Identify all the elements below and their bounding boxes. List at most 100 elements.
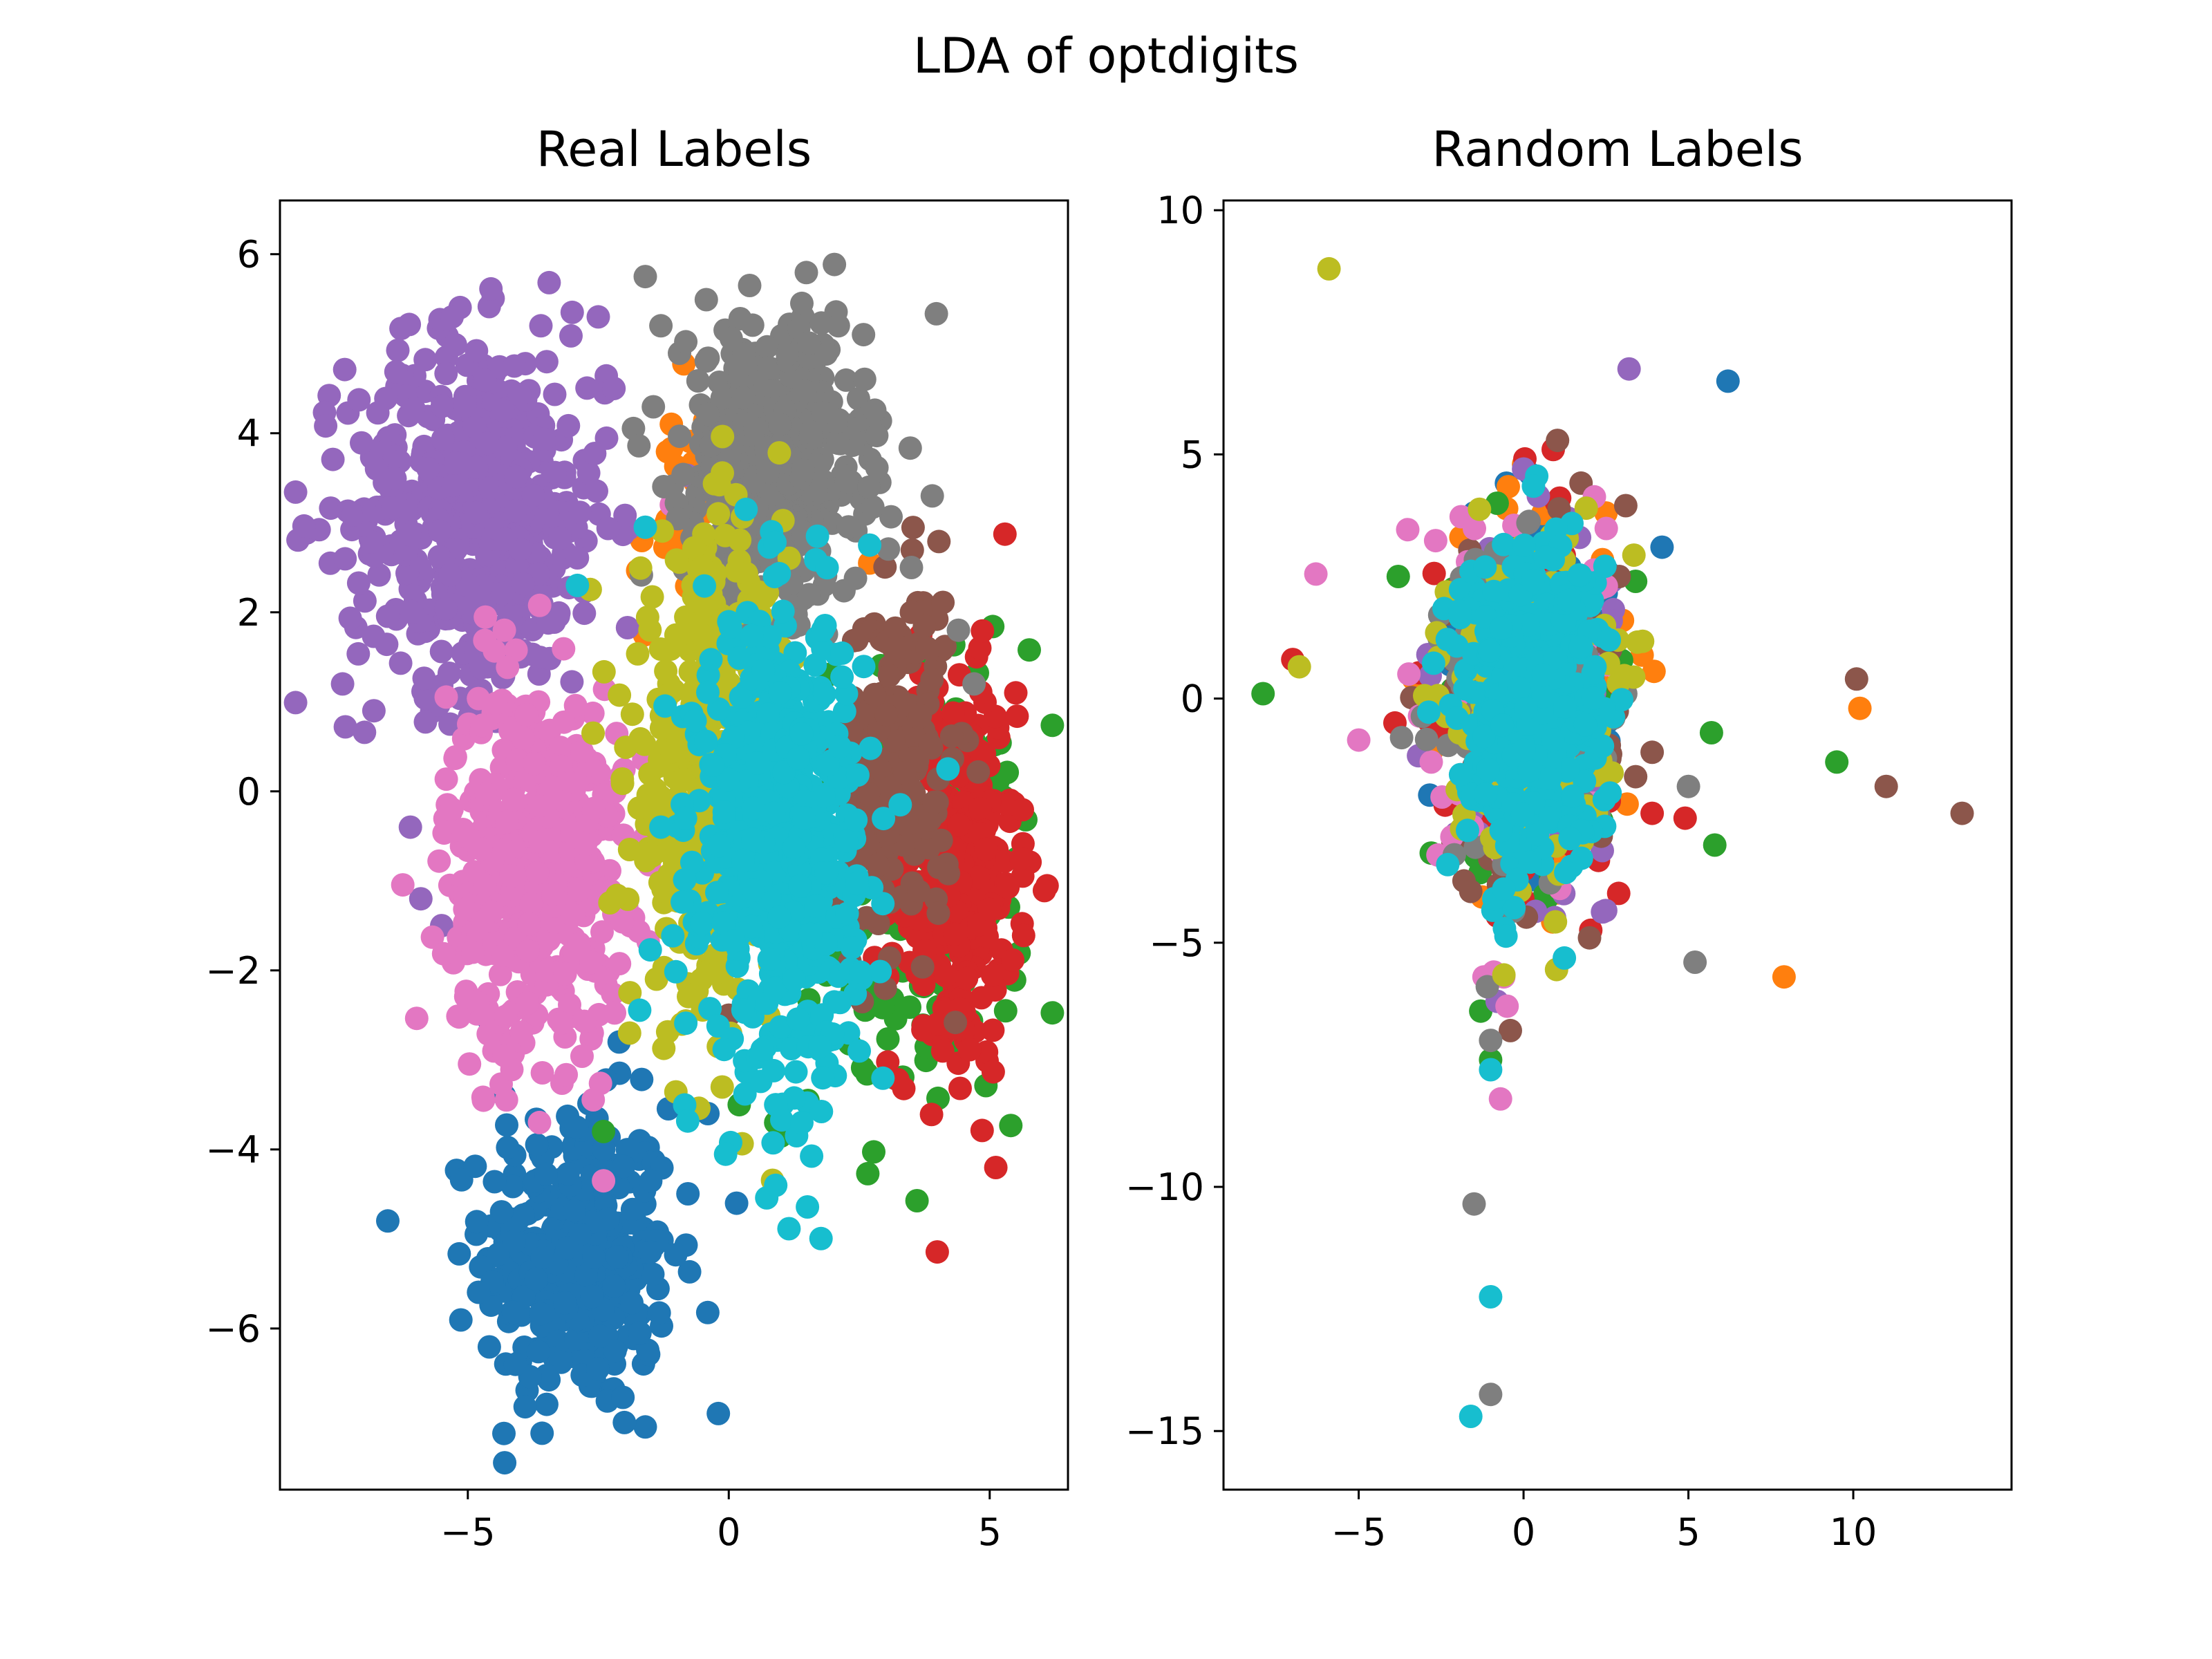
data-point <box>633 265 657 289</box>
data-point <box>601 982 625 1006</box>
data-point <box>494 1004 518 1029</box>
data-point <box>521 483 545 507</box>
data-point <box>420 925 444 949</box>
data-point <box>1011 798 1034 822</box>
data-point <box>350 431 373 455</box>
data-point <box>588 1324 612 1348</box>
data-point <box>758 625 782 649</box>
data-point <box>722 929 746 953</box>
data-point <box>503 1352 527 1376</box>
data-point <box>465 339 489 363</box>
data-point <box>402 397 426 421</box>
data-point <box>592 1169 616 1193</box>
data-point <box>469 655 494 679</box>
data-point <box>937 861 960 885</box>
data-point <box>852 655 876 679</box>
data-point <box>630 1067 654 1091</box>
data-point <box>999 1114 1023 1138</box>
data-point <box>696 346 720 371</box>
data-point <box>1463 516 1486 541</box>
data-point <box>764 1093 788 1117</box>
data-point <box>590 920 614 944</box>
data-point <box>400 601 424 625</box>
data-point <box>762 801 786 825</box>
data-point <box>400 498 424 522</box>
data-point <box>761 1131 785 1155</box>
data-point <box>849 960 872 984</box>
data-point <box>615 616 639 639</box>
data-point <box>376 1209 400 1233</box>
data-point <box>767 905 791 929</box>
data-point <box>791 458 815 482</box>
data-point <box>918 807 942 832</box>
data-point <box>1593 899 1618 923</box>
data-point <box>980 963 1004 987</box>
data-point <box>447 1005 471 1029</box>
data-point <box>892 1076 916 1100</box>
series-6 <box>391 493 684 1193</box>
data-point <box>750 1038 774 1062</box>
data-point <box>620 1197 644 1221</box>
data-point <box>727 646 751 670</box>
data-point <box>707 834 731 858</box>
data-point <box>431 941 456 966</box>
data-point <box>955 966 979 991</box>
data-point <box>461 940 485 964</box>
data-point <box>596 516 620 541</box>
data-point <box>487 1242 511 1266</box>
data-point <box>742 878 765 902</box>
data-point <box>671 462 695 487</box>
data-point <box>437 662 461 685</box>
data-point <box>581 1088 606 1112</box>
data-point <box>873 555 897 579</box>
data-point <box>712 1038 736 1062</box>
y-tick-label: −6 <box>205 1307 261 1351</box>
data-point <box>491 398 515 422</box>
data-point <box>845 872 869 896</box>
data-point <box>764 1173 788 1197</box>
data-point <box>674 1011 698 1035</box>
data-point <box>939 724 964 748</box>
data-point <box>768 413 791 437</box>
data-point <box>792 806 816 830</box>
data-point <box>803 653 827 677</box>
y-tick-label: 0 <box>237 770 261 814</box>
data-point <box>413 710 438 734</box>
data-point <box>898 995 921 1019</box>
data-point <box>800 1144 824 1168</box>
data-point <box>527 794 552 818</box>
data-point <box>933 635 957 659</box>
data-point <box>567 879 591 902</box>
data-point <box>541 882 565 906</box>
data-point <box>397 312 422 337</box>
data-point <box>946 618 971 642</box>
data-point <box>620 702 644 727</box>
data-point <box>580 1284 604 1309</box>
data-point <box>690 911 714 935</box>
data-point <box>613 503 637 527</box>
data-point <box>789 722 814 746</box>
data-point <box>552 710 576 734</box>
axes-frame-real-labels <box>279 199 1069 1491</box>
data-point <box>751 658 776 682</box>
data-point <box>530 1421 554 1445</box>
data-point <box>534 350 559 374</box>
data-point <box>834 368 858 392</box>
data-point <box>731 998 755 1022</box>
data-point <box>922 790 946 814</box>
data-point <box>429 639 453 664</box>
data-point <box>947 813 971 837</box>
data-point <box>763 977 787 1001</box>
data-point <box>912 973 936 997</box>
data-point <box>974 837 998 861</box>
data-point <box>592 1119 616 1143</box>
data-point <box>1606 881 1631 906</box>
data-point <box>920 668 944 692</box>
data-point <box>705 881 729 905</box>
data-point <box>513 1395 537 1419</box>
data-point <box>777 1217 801 1241</box>
data-point <box>434 685 458 709</box>
data-point <box>711 424 735 449</box>
data-point <box>993 522 1017 546</box>
data-point <box>1032 879 1056 903</box>
